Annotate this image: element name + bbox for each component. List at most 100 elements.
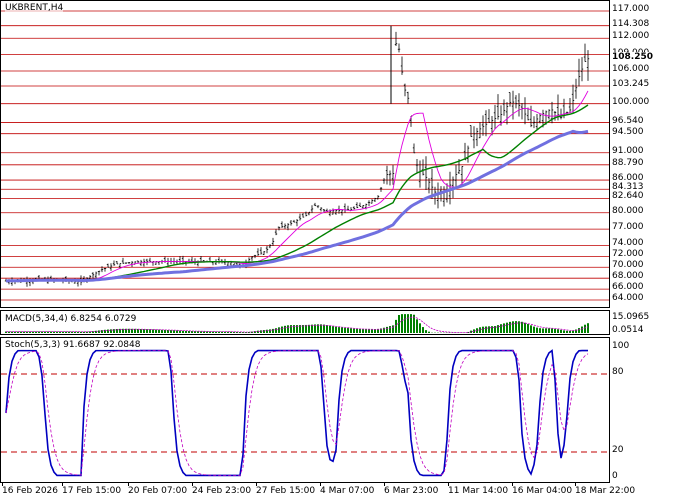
price-bar — [292, 219, 296, 223]
macd-bar — [398, 315, 400, 333]
macd-bar — [209, 331, 211, 333]
price-bars — [4, 31, 590, 287]
macd-bar — [527, 323, 529, 333]
macd-bar — [74, 331, 76, 333]
price-bar — [514, 95, 518, 109]
stochastic-panel[interactable]: Stoch(5,3,3) 91.6687 92.0848 — [0, 337, 610, 483]
macd-bar — [107, 329, 109, 333]
price-bar — [535, 114, 539, 131]
stoch-axis-label: 20 — [612, 445, 624, 455]
macd-bar — [116, 328, 118, 333]
time-label: 20 Feb 07:00 — [128, 486, 188, 496]
macd-bar — [509, 321, 511, 333]
price-chart-panel[interactable]: ? UKBRENT,H4 — [0, 0, 610, 308]
macd-bar — [137, 328, 139, 333]
stoch-axis-label: 80 — [612, 367, 624, 377]
price-level-label: 80.000 — [612, 205, 644, 216]
price-bar — [316, 205, 320, 209]
price-level-label: 66.000 — [612, 282, 644, 293]
macd-bar — [419, 323, 421, 333]
macd-bar — [56, 331, 58, 333]
macd-bar — [473, 329, 475, 333]
price-bar — [568, 98, 572, 113]
macd-bar — [158, 329, 160, 333]
price-bar — [334, 209, 338, 215]
macd-bar — [332, 326, 334, 333]
price-level-label: 94.500 — [612, 126, 644, 137]
price-bar — [385, 165, 389, 185]
price-bar — [358, 202, 362, 207]
macd-bar — [191, 331, 193, 333]
macd-bar — [221, 331, 223, 333]
price-bar — [379, 187, 383, 192]
macd-bar — [272, 328, 274, 333]
time-label: 24 Feb 23:00 — [192, 486, 252, 496]
macd-title: MACD(5,34,4) 6.8254 6.0729 — [5, 314, 137, 324]
price-bar — [121, 257, 125, 264]
price-bar — [388, 170, 392, 186]
price-bar — [478, 122, 482, 139]
macd-bar — [296, 325, 298, 333]
macd-bar — [239, 332, 241, 333]
macd-bar — [95, 330, 97, 333]
macd-bar — [242, 332, 244, 333]
price-bar — [103, 267, 107, 272]
macd-bar — [359, 328, 361, 333]
price-bar — [391, 165, 395, 185]
macd-bar — [560, 329, 562, 333]
macd-bar — [569, 330, 571, 333]
macd-bar — [500, 324, 502, 333]
price-bar — [520, 102, 524, 120]
macd-bar — [314, 324, 316, 333]
price-bar — [574, 78, 578, 99]
macd-bar — [545, 328, 547, 333]
macd-bar — [392, 325, 394, 333]
price-bar — [511, 90, 515, 120]
price-bar — [424, 156, 428, 190]
macd-bar — [371, 329, 373, 333]
time-tick — [62, 483, 63, 486]
macd-bar — [491, 326, 493, 333]
macd-bar — [281, 326, 283, 333]
macd-bar — [101, 330, 103, 333]
macd-bar — [428, 331, 430, 333]
macd-bar — [503, 323, 505, 333]
macd-bar — [65, 331, 67, 333]
macd-bar — [506, 322, 508, 333]
macd-bar — [80, 331, 82, 333]
macd-bar — [194, 331, 196, 333]
macd-bar — [275, 328, 277, 333]
price-bar — [496, 94, 500, 120]
macd-bar — [269, 329, 271, 333]
macd-bar — [299, 325, 301, 333]
macd-bar — [155, 329, 157, 333]
macd-bar — [110, 329, 112, 333]
macd-bar — [425, 330, 427, 333]
macd-signal-line — [6, 316, 589, 333]
price-bar — [178, 256, 182, 264]
time-tick — [575, 483, 576, 486]
macd-bar — [410, 314, 412, 333]
price-bar — [529, 105, 533, 128]
macd-bar — [494, 326, 496, 333]
macd-bar — [32, 331, 34, 333]
price-level-label: 72.000 — [612, 249, 644, 260]
price-bar — [127, 262, 131, 265]
price-bar — [373, 197, 377, 203]
price-level-label: 84.313 — [612, 182, 644, 193]
macd-bar — [479, 327, 481, 333]
macd-bar — [149, 329, 151, 333]
macd-panel[interactable]: MACD(5,34,4) 6.8254 6.0729 — [0, 310, 610, 335]
price-bar — [301, 213, 305, 218]
macd-bar — [161, 329, 163, 333]
macd-bar — [389, 326, 391, 333]
stoch-axis-label: 0 — [612, 471, 618, 481]
question-mark: ? — [608, 59, 610, 75]
price-bar — [487, 109, 491, 123]
time-label: 27 Feb 15:00 — [256, 486, 316, 496]
macd-bar — [215, 331, 217, 333]
macd-bar — [524, 322, 526, 333]
price-bar — [319, 207, 323, 212]
macd-bar — [308, 324, 310, 333]
price-level-label: 82.640 — [612, 191, 644, 202]
